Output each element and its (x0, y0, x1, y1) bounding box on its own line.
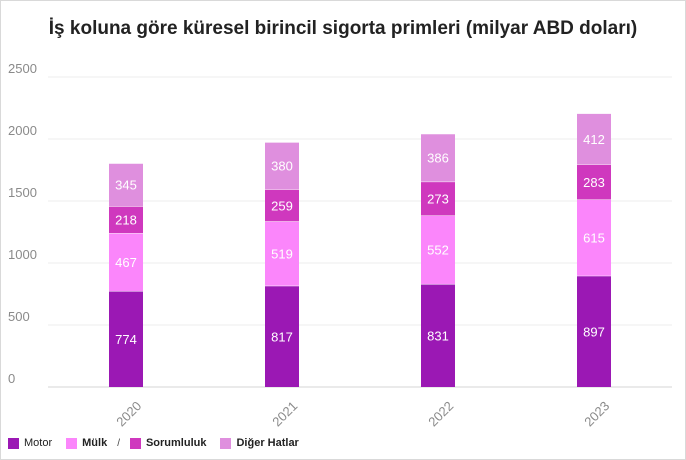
data-label: 519 (271, 247, 293, 262)
legend-item-sorumluluk[interactable]: Sorumluluk (129, 437, 207, 449)
bar-segment (265, 221, 299, 286)
legend-label-mulk: Mülk (82, 437, 108, 449)
x-tick-label: 2022 (425, 398, 456, 429)
data-label: 615 (583, 231, 605, 246)
bar-segment (109, 233, 143, 292)
y-tick-label: 2000 (8, 123, 37, 138)
legend-item-diger-hatlar[interactable]: Diğer Hatlar (220, 437, 299, 449)
bar-segment (577, 113, 611, 165)
data-label: 552 (427, 243, 449, 258)
legend-item-motor[interactable]: Motor (8, 437, 52, 449)
y-tick-label: 2500 (8, 61, 37, 76)
bar-segment (265, 189, 299, 222)
bar-segment (265, 285, 299, 387)
data-label: 218 (115, 213, 137, 228)
bar-segment (265, 142, 299, 190)
data-label: 259 (271, 198, 293, 213)
bar-segment (109, 206, 143, 234)
bar-segment (421, 215, 455, 284)
y-tick-label: 1500 (8, 185, 37, 200)
data-label: 774 (115, 332, 137, 347)
bar-segment (109, 291, 143, 387)
data-label: 273 (427, 192, 449, 207)
data-label: 412 (583, 132, 605, 147)
data-label: 817 (271, 329, 293, 344)
legend-swatch-sorumluluk (129, 437, 141, 449)
legend-swatch-diger-hatlar (220, 437, 232, 449)
bar-segment (421, 133, 455, 182)
y-tick-label: 1000 (8, 247, 37, 262)
data-label: 380 (271, 159, 293, 174)
legend-label-motor: Motor (24, 437, 53, 449)
legend-separator: / (117, 437, 120, 449)
chart-title: İş koluna göre küresel birincil sigorta … (48, 18, 638, 39)
x-tick-label: 2020 (113, 398, 144, 429)
bar-segment (109, 163, 143, 207)
data-label: 345 (115, 178, 137, 193)
bar-segment (577, 275, 611, 387)
x-tick-label: 2021 (269, 398, 300, 429)
x-tick-label: 2023 (581, 398, 612, 429)
bar-segment (577, 199, 611, 276)
bar-segment (421, 181, 455, 216)
data-label: 831 (427, 328, 449, 343)
chart-plot: 0 500 1000 1500 2000 2500 774 467 218 345 2020 817 5… (8, 61, 672, 429)
legend-label-sorumluluk: Sorumluluk (145, 437, 207, 449)
data-label: 283 (583, 175, 605, 190)
data-label: 467 (115, 255, 137, 270)
legend-swatch-motor (8, 437, 19, 449)
bar-segment (577, 164, 611, 200)
legend-swatch-mulk (66, 437, 78, 449)
legend-item-mulk[interactable]: Mülk (66, 437, 107, 449)
chart-legend: Motor Mülk / Sorumluluk Diğer Hatlar (8, 435, 313, 451)
legend-label-diger-hatlar: Diğer Hatlar (236, 437, 299, 449)
bar-segment (421, 283, 455, 387)
y-tick-label: 500 (8, 309, 30, 324)
y-tick-label: 0 (8, 371, 15, 386)
data-label: 386 (427, 151, 449, 166)
data-label: 897 (583, 324, 605, 339)
